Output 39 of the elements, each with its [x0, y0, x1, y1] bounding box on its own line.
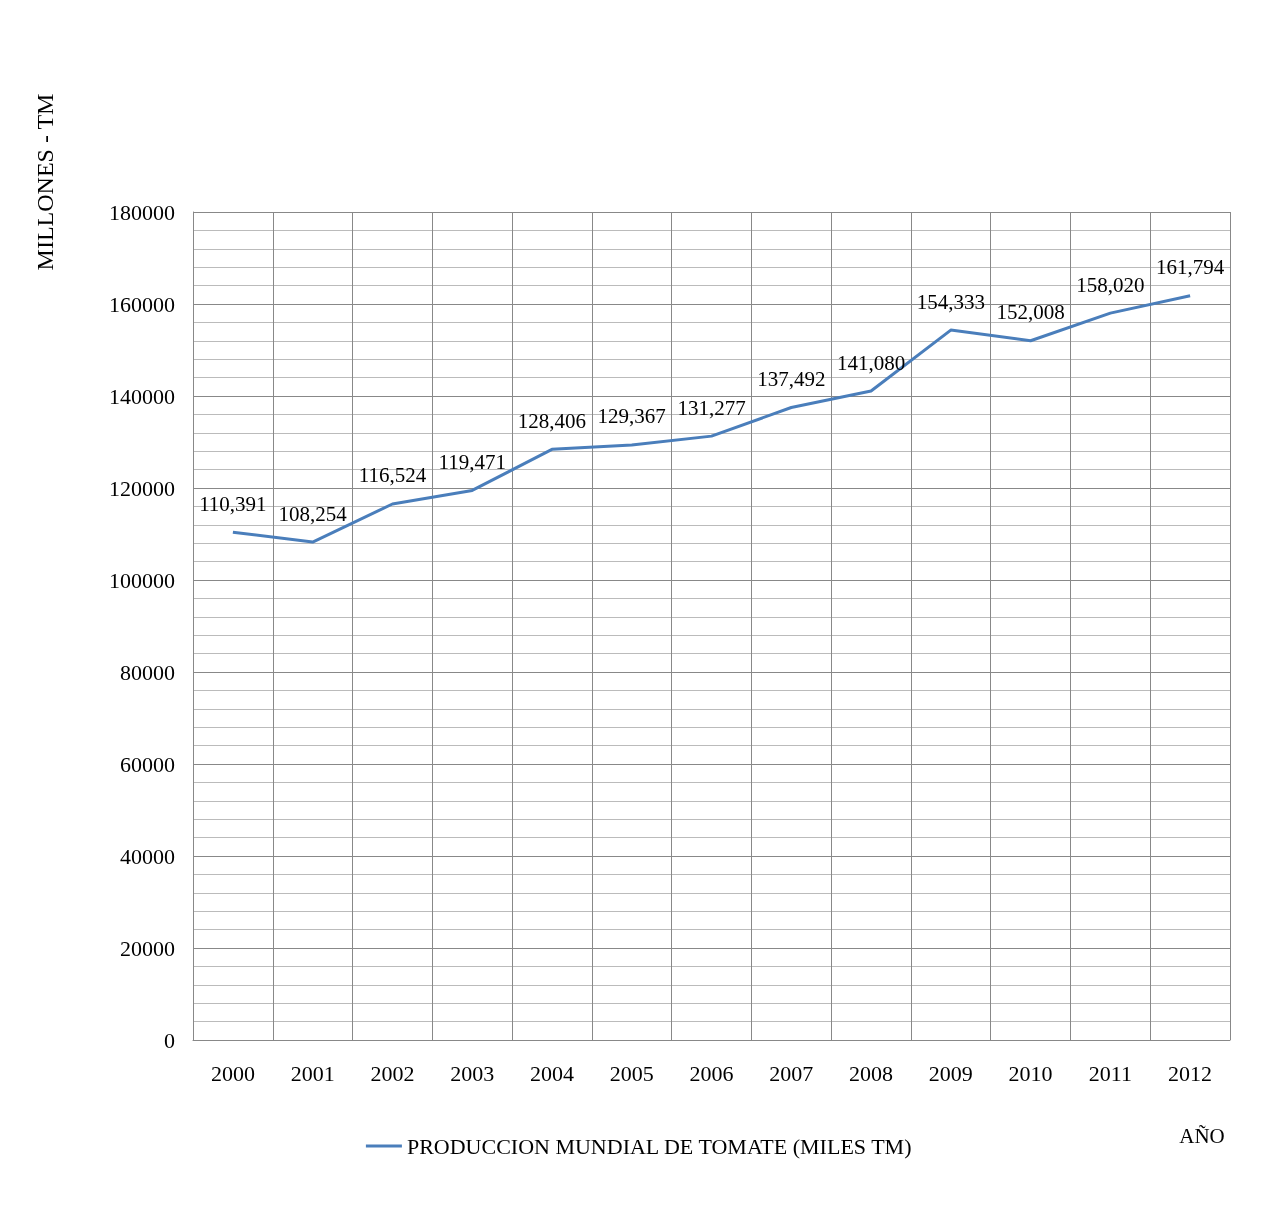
data-label: 154,333 — [916, 289, 985, 314]
y-tick-label: 0 — [164, 1027, 175, 1053]
y-tick-label: 120000 — [109, 475, 175, 501]
x-tick-label: 2012 — [1168, 1060, 1213, 1086]
y-tick-label: 100000 — [109, 567, 175, 593]
y-axis-title: MILLONES - TM — [32, 93, 58, 271]
x-tick-label: 2000 — [210, 1060, 255, 1086]
x-tick-label: 2011 — [1088, 1060, 1132, 1086]
y-tick-label: 160000 — [109, 291, 175, 317]
x-tick-label: 2004 — [529, 1060, 574, 1086]
data-label: 116,524 — [358, 463, 427, 488]
x-axis-title: AÑO — [1179, 1124, 1225, 1148]
data-label: 158,020 — [1076, 272, 1145, 297]
x-tick-label: 2005 — [609, 1060, 654, 1086]
data-label: 119,471 — [438, 449, 506, 474]
x-tick-label: 2010 — [1008, 1060, 1053, 1086]
data-label: 110,391 — [199, 491, 267, 516]
x-tick-label: 2006 — [689, 1060, 734, 1086]
x-tick-label: 2008 — [849, 1060, 894, 1086]
y-tick-label: 60000 — [120, 751, 175, 777]
x-tick-label: 2007 — [769, 1060, 814, 1086]
x-tick-label: 2009 — [928, 1060, 973, 1086]
data-label: 161,794 — [1155, 255, 1225, 280]
x-tick-label: 2003 — [450, 1060, 495, 1086]
data-label: 152,008 — [996, 300, 1065, 325]
data-label: 128,406 — [517, 408, 587, 433]
y-tick-label: 140000 — [109, 383, 175, 409]
data-label: 137,492 — [757, 367, 826, 392]
y-tick-label: 180000 — [109, 199, 175, 225]
y-tick-label: 80000 — [120, 659, 175, 685]
y-tick-label: 20000 — [120, 935, 175, 961]
x-tick-label: 2002 — [370, 1060, 415, 1086]
data-label: 141,080 — [836, 350, 906, 375]
legend-label: PRODUCCION MUNDIAL DE TOMATE (MILES TM) — [406, 1133, 912, 1159]
x-tick-label: 2001 — [290, 1060, 335, 1086]
data-label: 108,254 — [278, 501, 348, 526]
y-tick-label: 40000 — [120, 843, 175, 869]
data-label: 129,367 — [597, 404, 666, 429]
data-label: 131,277 — [677, 395, 746, 420]
